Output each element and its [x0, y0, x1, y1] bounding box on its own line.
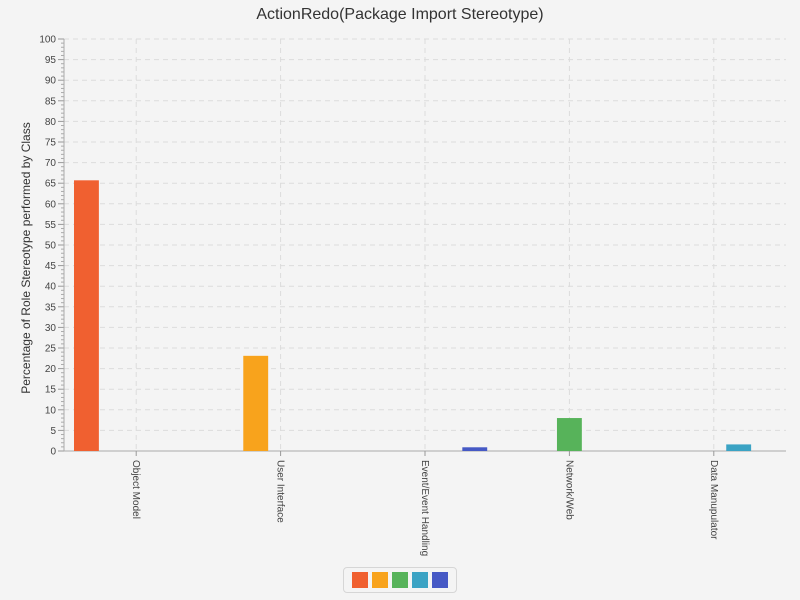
y-tick-label: 65 [45, 179, 57, 190]
y-tick-label: 20 [45, 364, 57, 375]
y-tick-label: 55 [45, 220, 57, 231]
x-tick-label: Event/Event Handling [419, 460, 430, 556]
y-tick-label: 60 [45, 199, 57, 210]
y-tick-label: 90 [45, 76, 57, 87]
y-tick-label: 30 [45, 323, 57, 334]
bar [556, 418, 582, 451]
y-tick-label: 70 [45, 158, 57, 169]
y-tick-label: 95 [45, 55, 57, 66]
y-tick-label: 85 [45, 96, 57, 107]
x-tick-label: Network/Web [563, 460, 574, 520]
y-tick-label: 25 [45, 344, 57, 355]
chart-title: ActionRedo(Package Import Stereotype) [256, 6, 544, 23]
x-tick-label: Data Manupulator [708, 460, 719, 540]
y-tick-label: 45 [45, 261, 57, 272]
y-tick-label: 5 [50, 426, 56, 437]
y-tick-label: 15 [45, 385, 57, 396]
legend-swatch [432, 572, 448, 588]
legend-swatch [352, 572, 368, 588]
legend-swatch [372, 572, 388, 588]
y-tick-label: 75 [45, 138, 57, 149]
bar [462, 447, 488, 451]
x-tick-label: User Interface [275, 460, 286, 523]
y-tick-label: 50 [45, 241, 57, 252]
legend [343, 567, 457, 593]
legend-swatch [392, 572, 408, 588]
bar [243, 355, 269, 451]
y-tick-label: 40 [45, 282, 57, 293]
legend-swatch [412, 572, 428, 588]
y-tick-label: 0 [50, 447, 56, 458]
bar [726, 444, 752, 451]
y-tick-label: 35 [45, 302, 57, 313]
y-tick-label: 80 [45, 117, 57, 128]
y-tick-label: 100 [39, 35, 56, 46]
y-tick-label: 10 [45, 405, 57, 416]
bar [74, 180, 99, 452]
x-tick-label: Object Model [130, 460, 141, 519]
